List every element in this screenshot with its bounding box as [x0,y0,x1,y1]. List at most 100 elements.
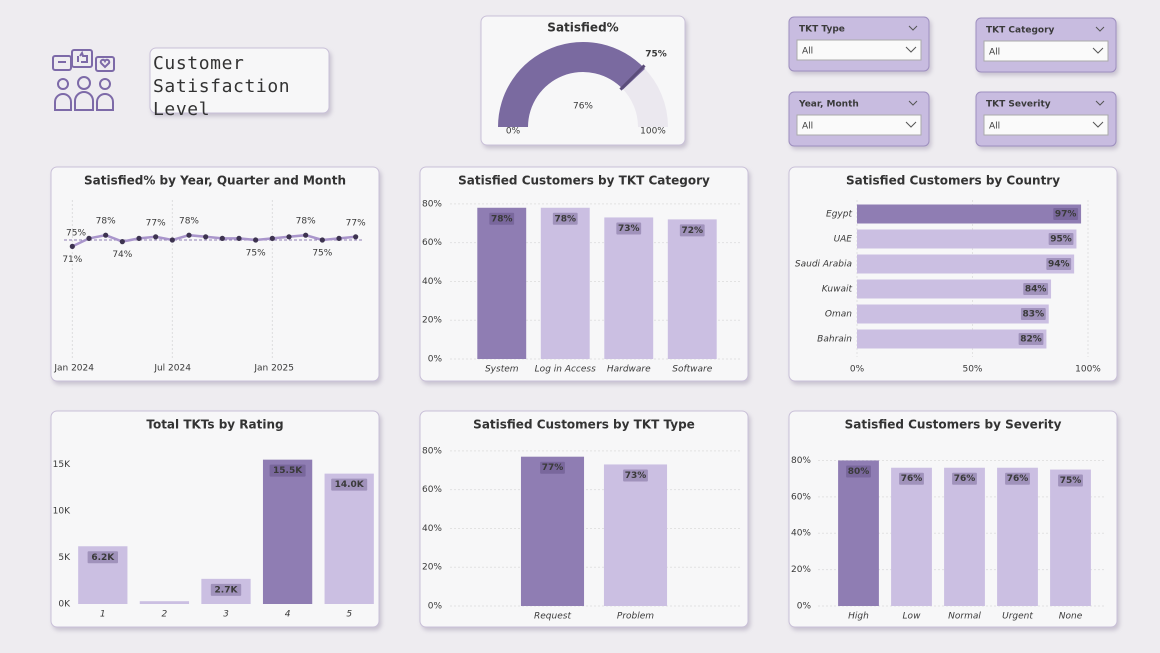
x-tick-label: Jan 2024 [53,364,94,374]
y-tick-label: 0% [428,355,443,365]
y-tick-label: 60% [422,485,442,495]
y-tick-label: Bahrain [817,335,852,345]
value-label-bg [1020,308,1046,320]
x-tick-label: 2 [162,610,168,620]
point [253,237,259,243]
bar [857,229,1077,249]
value-label-bg [846,465,871,478]
slicer-dropdown[interactable] [796,39,922,61]
card [480,15,686,146]
value-label: 73% [618,224,640,234]
slicer-chevron [1095,26,1105,32]
point [236,235,242,241]
x-tick-label: Jul 2024 [153,364,191,374]
dropdown-chevron [1092,47,1104,54]
chart-title: Satisfied% [547,21,618,35]
x-tick-label: High [848,612,869,622]
slicer-title: TKT Category [986,26,1055,36]
value-label: 6.2K [91,553,115,563]
y-tick-label: 20% [791,565,811,575]
x-tick-label: 4 [285,610,291,620]
y-tick-label: 40% [791,529,811,539]
x-tick-label: Normal [948,612,981,622]
x-tick-label: Jan 2025 [253,364,294,374]
y-tick-label: 60% [791,492,811,502]
slicer-dropdown[interactable] [983,114,1109,136]
point [86,235,92,241]
value-label: 76% [901,474,923,484]
point [103,232,109,238]
slicer-dropdown[interactable] [796,114,922,136]
value-label: 76% [1007,474,1029,484]
slicer[interactable]: Year, Month All [788,91,930,147]
chart-title: Satisfied Customers by TKT Type [473,418,695,432]
slicer-chevron [908,25,918,31]
slicer-dropdown[interactable] [983,40,1109,62]
value-label: 84% [1025,285,1047,295]
data-label: 75% [312,249,332,259]
point [286,234,292,240]
bar [78,546,128,604]
bar [857,329,1047,349]
slicer[interactable]: TKT Type All [788,16,930,72]
slicer[interactable]: TKT Category All [975,17,1117,73]
y-tick-label: 80% [422,446,442,456]
bar [604,217,654,359]
data-label: 78% [296,217,316,227]
value-label-bg [331,478,368,491]
point [319,237,325,243]
gauge-target [619,64,646,91]
x-tick-label: 3 [223,610,229,620]
value-label-bg [489,212,515,225]
slicer[interactable]: TKT Severity All [975,91,1117,147]
bar [201,578,251,604]
line [71,233,356,248]
y-tick-label: 15K [53,460,71,470]
gauge-tick-label: 0% [506,127,521,137]
x-tick-label: 50% [962,365,982,375]
point [69,243,75,249]
value-label-bg [1053,208,1079,220]
bar [603,464,668,606]
value-label-bg [952,472,977,485]
value-label-bg [540,461,565,474]
x-tick-label: 5 [346,610,352,620]
gauge-target-label: 75% [645,50,667,60]
value-label-bg [1058,474,1083,487]
value-label-bg [1023,283,1049,295]
x-tick-label: 1 [100,610,106,620]
value-label-bg [1048,233,1074,245]
value-label: 14.0K [335,480,365,490]
y-tick-label: 40% [422,524,442,534]
bar [891,467,932,606]
value-label-bg [1005,472,1030,485]
x-tick-label: None [1059,612,1083,622]
point [136,235,142,241]
header-card [149,47,330,114]
point [203,234,209,240]
bar [540,207,590,359]
card [50,166,380,382]
y-tick-label: UAE [834,235,853,245]
slicer-title: TKT Type [799,25,845,35]
value-label: 72% [681,226,703,236]
chart-title: Satisfied Customers by Severity [845,418,1062,432]
bar [477,207,527,359]
slicer-selection: All [989,122,1000,132]
value-label-bg [269,464,306,477]
data-label: 75% [246,249,266,259]
x-tick-label: 100% [1075,365,1101,375]
y-tick-label: 0% [797,602,812,612]
y-tick-label: 80% [422,199,442,209]
bar [857,279,1052,299]
value-label: 76% [954,474,976,484]
chart-title: Satisfied Customers by Country [846,174,1060,188]
card [788,166,1118,382]
reference-label: 75% [66,229,86,239]
value-label: 2.7K [215,585,239,595]
value-label-bg [87,551,118,564]
gauge-value-label: 76% [573,102,593,112]
x-tick-label: 0% [850,365,865,375]
data-label: 77% [346,218,366,228]
